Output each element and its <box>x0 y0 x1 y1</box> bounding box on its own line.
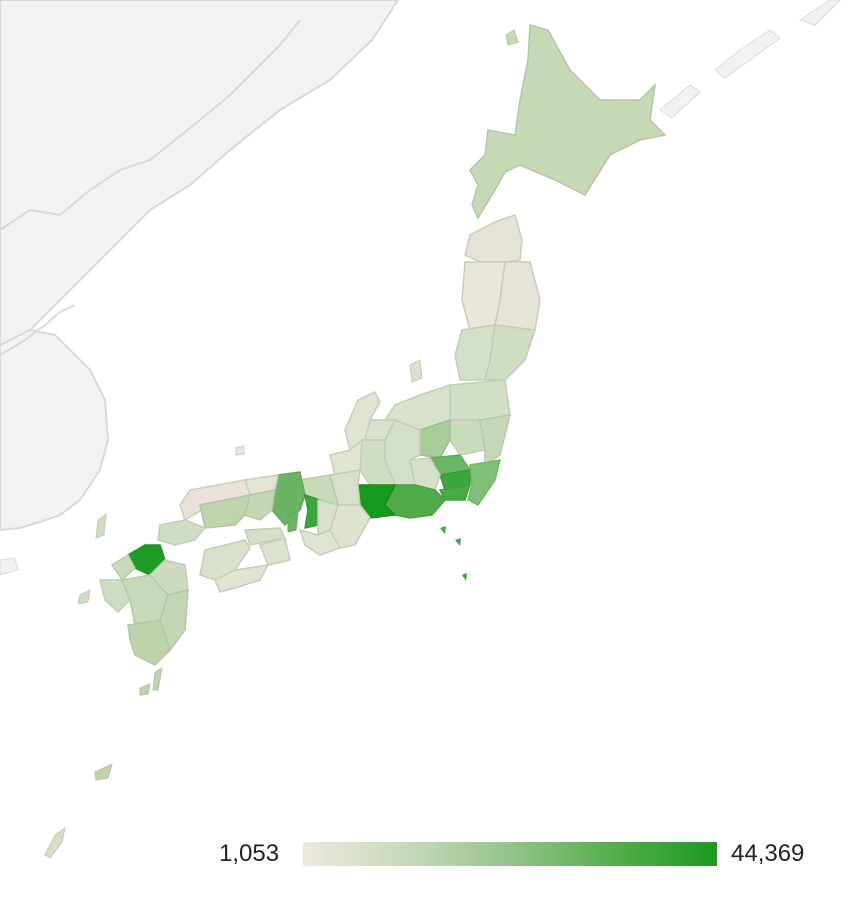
prefecture-kagoshima <box>127 619 171 666</box>
island-rishiri <box>505 29 519 46</box>
island-awaji <box>287 511 299 533</box>
prefecture-ishikawa <box>344 391 381 452</box>
prefecture-hokkaido <box>469 24 667 220</box>
island-tanegashima <box>152 667 163 691</box>
island-sado <box>409 359 423 383</box>
kuril-1 <box>714 29 781 79</box>
china-border-line <box>0 19 301 231</box>
asia-mainland <box>0 0 400 347</box>
prefecture-chiba <box>467 459 502 506</box>
korean-peninsula <box>0 328 110 532</box>
prefecture-fukushima <box>449 379 511 421</box>
legend-max-label: 44,369 <box>731 840 805 867</box>
prefecture-kanagawa <box>438 484 472 501</box>
island-okinawa <box>44 826 66 859</box>
prefecture-wakayama <box>298 528 342 556</box>
prefecture-ibaraki <box>479 414 512 467</box>
islet-west <box>0 557 19 576</box>
prefecture-hiroshima <box>199 494 252 529</box>
island-amami <box>94 763 113 781</box>
islands-goto <box>77 589 91 605</box>
prefecture-miyazaki <box>159 589 189 652</box>
prefecture-yamaguchi <box>157 519 207 546</box>
sakhalin-tip <box>798 0 841 26</box>
korea-border-line <box>0 304 76 356</box>
island-izu-3 <box>462 573 467 581</box>
island-yakushima <box>139 683 151 696</box>
color-legend: 1,053 44,369 <box>0 836 862 872</box>
island-tsushima <box>95 512 107 539</box>
prefecture-aomori <box>464 214 523 263</box>
kuril-2 <box>659 84 701 119</box>
legend-gradient-bar <box>303 842 717 866</box>
prefecture-tokushima <box>258 537 291 566</box>
island-izu-2 <box>455 538 461 546</box>
prefecture-kochi <box>214 564 270 593</box>
prefecture-saga <box>110 553 136 582</box>
island-oki <box>235 445 245 456</box>
prefecture-nagasaki <box>99 579 131 614</box>
prefecture-tochigi <box>449 419 486 456</box>
island-izu-1 <box>440 526 446 534</box>
legend-min-label: 1,053 <box>219 840 280 867</box>
